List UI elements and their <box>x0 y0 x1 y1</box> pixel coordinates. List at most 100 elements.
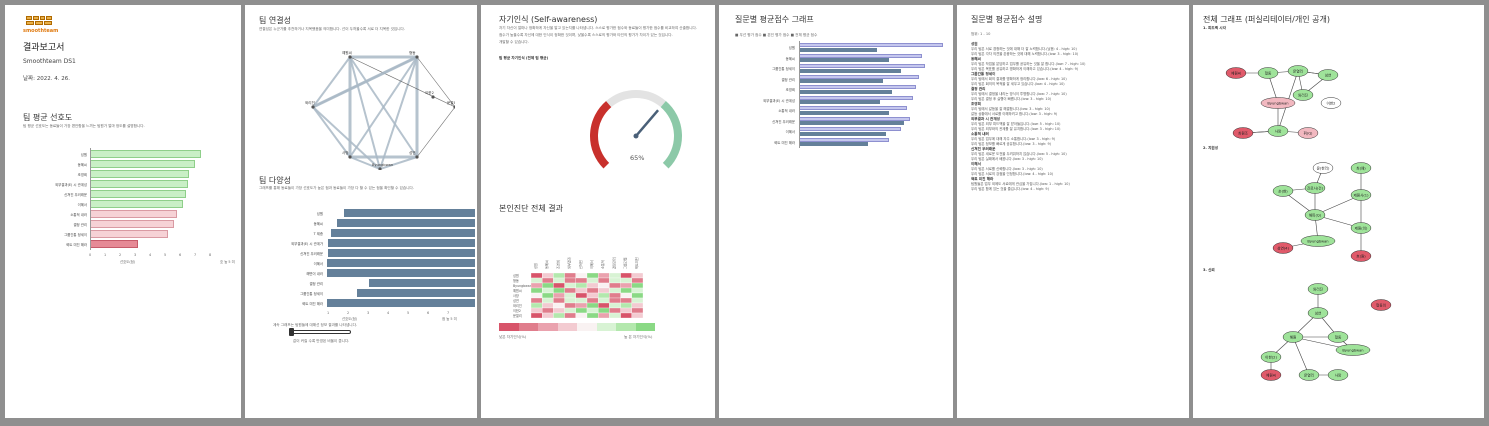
matrix-cell <box>631 282 644 289</box>
pref-chart: 성원 동혜씨 조영희 외부결과(E) 시 관계성 신쳐진 우러래운 이혜서 소통적 내러 결정… <box>5 140 241 270</box>
diversity-bar <box>327 259 475 267</box>
diversity-xlabel: 선호도(점) <box>342 317 358 321</box>
page-connectivity: 팀 연결성 연결성은 누군가를 추천하거나 지목했음을 의미합니다. 선이 두꺼… <box>245 5 477 418</box>
matrix-cell <box>553 297 565 304</box>
matrix-cell <box>542 307 554 314</box>
network-node <box>378 167 382 170</box>
network-edge <box>379 56 418 170</box>
matrix-cell <box>575 312 588 319</box>
matrix-cell <box>631 312 644 319</box>
gauge-arc <box>590 101 612 169</box>
matrix-cell <box>631 277 644 284</box>
pref-tick: 6 <box>179 253 182 257</box>
pref-bar <box>90 160 195 168</box>
matrix-cell <box>530 302 543 309</box>
graph-node <box>1307 307 1329 319</box>
matrix-cell <box>542 272 554 279</box>
matrix-cell <box>530 307 543 314</box>
graph-node <box>1370 299 1392 311</box>
qdesc-head: 혁트 미진 해라 <box>971 177 994 181</box>
pref-bar <box>90 150 201 158</box>
qchart-bar-self <box>799 79 883 83</box>
pref-axis <box>90 148 91 250</box>
network-edge <box>312 106 381 170</box>
matrix-cell <box>609 297 621 304</box>
gauge-hub <box>633 133 639 139</box>
graph-node <box>1272 242 1294 254</box>
qdesc-line: 우리 팀은 목표를 공유하고 명확하게 이해하고 있습니다.(low: 4 - … <box>971 67 1079 71</box>
network-node-label: Byungbwan <box>372 163 393 167</box>
question-desc-list: 성원 우리 팀은 서로 경청하는 것에 대해 더 잘 노력합니다.(낮음: 4 -… <box>971 42 1186 192</box>
graph-node <box>1350 250 1372 262</box>
graph-node <box>1260 351 1282 363</box>
slider-track[interactable] <box>291 330 351 334</box>
matrix-cell <box>575 287 588 294</box>
pref-bar <box>90 190 186 198</box>
graph-node-label: 이한(2) <box>1265 354 1277 359</box>
diversity-bar-label: 성원 <box>316 212 323 216</box>
pref-bar-label: 조영희 <box>77 173 87 177</box>
pref-xmax: 호 높 5 미 <box>220 260 235 264</box>
graph-node-label: 사망 <box>1275 128 1282 133</box>
pref-title: 팀 평균 선호도 <box>23 113 73 122</box>
graphs-title: 전체 그래프 (퍼실리테이터/개인 공개) <box>1203 15 1330 24</box>
matrix-col-label: 그룹간통 <box>623 257 628 269</box>
logo-text: smoothteam <box>23 28 59 34</box>
matrix-cell <box>609 302 621 309</box>
diversity-tick: 4 <box>387 311 390 315</box>
pref-tick: 0 <box>89 253 92 257</box>
diversity-tick: 7 <box>447 311 450 315</box>
matrix-cell <box>609 307 621 314</box>
graph-support: 윤(한리) 최(왜) 손(현) 진료사(건) 제원사(1) 해피(Q) 제원(의) Byung… <box>1272 162 1372 262</box>
graph-node-label: 형동의 <box>1376 302 1386 307</box>
qdesc-line: 우리 팀은 실패에서 배웁니다.(low: 3 - high: 10) <box>971 157 1043 161</box>
slider-handle[interactable] <box>289 328 294 336</box>
diversity-tick: 2 <box>347 311 350 315</box>
matrix-cell <box>575 302 588 309</box>
qdesc-head: 결정 관리 <box>971 87 986 91</box>
graph-node-label: 와리진 <box>1298 92 1308 97</box>
graph-node-label: 이한2 <box>1327 100 1336 105</box>
graph-node-label: 성연 <box>1325 72 1332 77</box>
diversity-bar-label: 그룹간통 정세이 <box>300 292 323 296</box>
qdesc-head: 신쳐진 우러래운 <box>971 147 996 151</box>
network-node-label: 성연 <box>409 150 416 155</box>
matrix-cell <box>631 292 644 299</box>
network-node <box>431 95 435 99</box>
sa-desc-1: 자기 자신이 얼마나 정확하게 자신을 알고 있는지를 나타냅니다. 스스로 평… <box>499 26 697 30</box>
network-node <box>348 155 352 159</box>
diversity-bar <box>327 269 475 277</box>
qchart-bar-team <box>799 116 910 121</box>
pref-bar <box>90 240 138 248</box>
gauge-needle <box>635 109 660 137</box>
matrix-cell <box>598 282 610 289</box>
network-edge <box>416 106 455 158</box>
qdesc-line: 우리 팀에서 갈등을 잘 해결합니다.(low: 3 - high: 10) <box>971 107 1050 111</box>
graph-node-label: 예원씨 <box>1266 372 1276 377</box>
pref-tick: 1 <box>104 253 107 257</box>
qchart-bar-team <box>799 43 943 47</box>
matrix-col-label: 신쳐진 <box>578 260 583 269</box>
graph-node <box>1267 125 1289 137</box>
matrix-cell <box>631 297 644 304</box>
pref-tick: 5 <box>164 253 167 257</box>
pref-bar-label: 이혜서 <box>77 203 87 207</box>
qchart-label: 이혜서 <box>785 130 795 134</box>
matrix-cell <box>575 282 588 289</box>
qchart-label: 그룹간통 정세이 <box>772 67 795 71</box>
graph-node <box>1307 283 1329 295</box>
matrix-cell <box>542 297 554 304</box>
question-chart-legend: ■ 우선 평가 점수 ■ 본인 평가 점수 ■ 전체 평균 점수 <box>735 33 818 37</box>
sa-desc-2: 점수가 높을수록 자신에 대한 인식이 정확한 것이며, 낮을수록 스스로의 평… <box>499 33 673 37</box>
qchart-bar-team <box>799 137 889 142</box>
qchart-bar-self <box>799 89 892 94</box>
network-node <box>453 105 455 109</box>
qdesc-line: 우리 팀은 외부 피드백을 잘 받아들입니다.(low: 5 - high: 1… <box>971 122 1061 126</box>
matrix-cell <box>586 297 599 304</box>
graph-node-label: 해원 <box>1290 334 1297 339</box>
matrix-cell <box>609 277 621 284</box>
matrix-cell <box>530 292 543 299</box>
network-edge <box>312 55 418 109</box>
connectivity-desc: 연결성은 누군가를 추천하거나 지목했음을 의미합니다. 선이 두꺼울수록 서로… <box>259 27 405 31</box>
